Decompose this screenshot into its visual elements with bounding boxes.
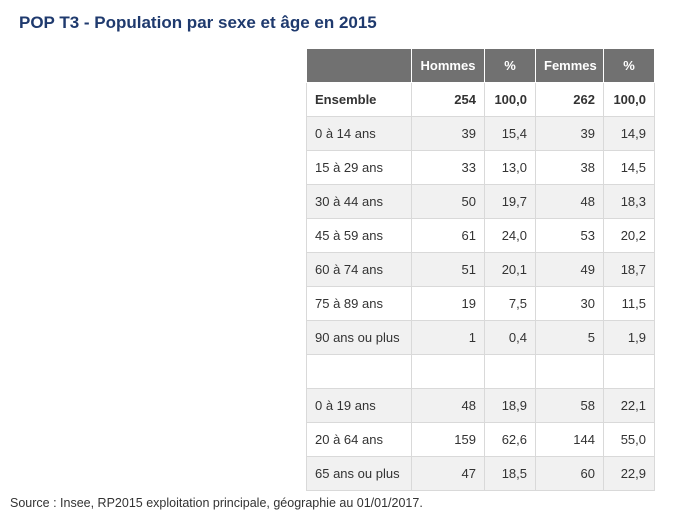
femmes-value: 58 bbox=[535, 388, 604, 423]
table-row: 65 ans ou plus 47 18,5 60 22,9 bbox=[306, 456, 655, 491]
pct-femmes-value: 1,9 bbox=[603, 320, 655, 355]
femmes-value: 39 bbox=[535, 116, 604, 151]
row-label: 45 à 59 ans bbox=[306, 218, 412, 253]
hommes-value: 1 bbox=[411, 320, 485, 355]
hommes-value: 19 bbox=[411, 286, 485, 321]
femmes-value: 49 bbox=[535, 252, 604, 287]
header-femmes: Femmes bbox=[535, 48, 604, 83]
hommes-value: 48 bbox=[411, 388, 485, 423]
table-row: Ensemble 254 100,0 262 100,0 bbox=[306, 82, 655, 117]
femmes-value: 144 bbox=[535, 422, 604, 457]
hommes-value: 61 bbox=[411, 218, 485, 253]
pct-hommes-value: 15,4 bbox=[484, 116, 536, 151]
row-label: 60 à 74 ans bbox=[306, 252, 412, 287]
table-body: Ensemble 254 100,0 262 100,0 0 à 14 ans 39 15,4… bbox=[306, 82, 655, 491]
hommes-value: 47 bbox=[411, 456, 485, 491]
row-label: 0 à 14 ans bbox=[306, 116, 412, 151]
table-row: 30 à 44 ans 50 19,7 48 18,3 bbox=[306, 184, 655, 219]
row-label: 75 à 89 ans bbox=[306, 286, 412, 321]
pct-femmes-value: 100,0 bbox=[603, 82, 655, 117]
row-label: 65 ans ou plus bbox=[306, 456, 412, 491]
hommes-value: 50 bbox=[411, 184, 485, 219]
femmes-value: 53 bbox=[535, 218, 604, 253]
row-label: 15 à 29 ans bbox=[306, 150, 412, 185]
pct-hommes-value: 100,0 bbox=[484, 82, 536, 117]
pct-femmes-value: 20,2 bbox=[603, 218, 655, 253]
pct-femmes-value: 22,9 bbox=[603, 456, 655, 491]
femmes-value: 38 bbox=[535, 150, 604, 185]
femmes-value: 48 bbox=[535, 184, 604, 219]
table-header-row: Hommes % Femmes % bbox=[306, 48, 655, 83]
row-label: 0 à 19 ans bbox=[306, 388, 412, 423]
row-label: 20 à 64 ans bbox=[306, 422, 412, 457]
header-hommes: Hommes bbox=[411, 48, 485, 83]
pct-hommes-value: 19,7 bbox=[484, 184, 536, 219]
hommes-value: 51 bbox=[411, 252, 485, 287]
table-row: 75 à 89 ans 19 7,5 30 11,5 bbox=[306, 286, 655, 321]
hommes-value bbox=[411, 354, 485, 389]
pct-hommes-value: 18,9 bbox=[484, 388, 536, 423]
table-row: 15 à 29 ans 33 13,0 38 14,5 bbox=[306, 150, 655, 185]
pct-hommes-value: 13,0 bbox=[484, 150, 536, 185]
femmes-value: 60 bbox=[535, 456, 604, 491]
row-label: 30 à 44 ans bbox=[306, 184, 412, 219]
pct-hommes-value: 18,5 bbox=[484, 456, 536, 491]
femmes-value bbox=[535, 354, 604, 389]
source-note: Source : Insee, RP2015 exploitation prin… bbox=[10, 496, 423, 510]
pct-hommes-value: 24,0 bbox=[484, 218, 536, 253]
pct-femmes-value: 14,9 bbox=[603, 116, 655, 151]
femmes-value: 262 bbox=[535, 82, 604, 117]
table-row: 90 ans ou plus 1 0,4 5 1,9 bbox=[306, 320, 655, 355]
femmes-value: 5 bbox=[535, 320, 604, 355]
header-label-cell bbox=[306, 48, 412, 83]
pct-femmes-value: 18,7 bbox=[603, 252, 655, 287]
table-row: 45 à 59 ans 61 24,0 53 20,2 bbox=[306, 218, 655, 253]
population-table: Hommes % Femmes % Ensemble 254 100,0 262 100… bbox=[306, 48, 655, 491]
pct-hommes-value: 0,4 bbox=[484, 320, 536, 355]
row-label bbox=[306, 354, 412, 389]
row-label: 90 ans ou plus bbox=[306, 320, 412, 355]
hommes-value: 254 bbox=[411, 82, 485, 117]
table-row: 0 à 19 ans 48 18,9 58 22,1 bbox=[306, 388, 655, 423]
header-pct-femmes: % bbox=[603, 48, 655, 83]
pct-hommes-value: 7,5 bbox=[484, 286, 536, 321]
page-title: POP T3 - Population par sexe et âge en 2… bbox=[19, 13, 377, 32]
row-label: Ensemble bbox=[306, 82, 412, 117]
pct-hommes-value bbox=[484, 354, 536, 389]
pct-femmes-value bbox=[603, 354, 655, 389]
hommes-value: 33 bbox=[411, 150, 485, 185]
table-row: 0 à 14 ans 39 15,4 39 14,9 bbox=[306, 116, 655, 151]
pct-hommes-value: 20,1 bbox=[484, 252, 536, 287]
table-row: 60 à 74 ans 51 20,1 49 18,7 bbox=[306, 252, 655, 287]
pct-femmes-value: 14,5 bbox=[603, 150, 655, 185]
header-pct-hommes: % bbox=[484, 48, 536, 83]
pct-hommes-value: 62,6 bbox=[484, 422, 536, 457]
hommes-value: 159 bbox=[411, 422, 485, 457]
pct-femmes-value: 55,0 bbox=[603, 422, 655, 457]
hommes-value: 39 bbox=[411, 116, 485, 151]
pct-femmes-value: 22,1 bbox=[603, 388, 655, 423]
table-row bbox=[306, 354, 655, 389]
pct-femmes-value: 18,3 bbox=[603, 184, 655, 219]
pct-femmes-value: 11,5 bbox=[603, 286, 655, 321]
table-row: 20 à 64 ans 159 62,6 144 55,0 bbox=[306, 422, 655, 457]
femmes-value: 30 bbox=[535, 286, 604, 321]
